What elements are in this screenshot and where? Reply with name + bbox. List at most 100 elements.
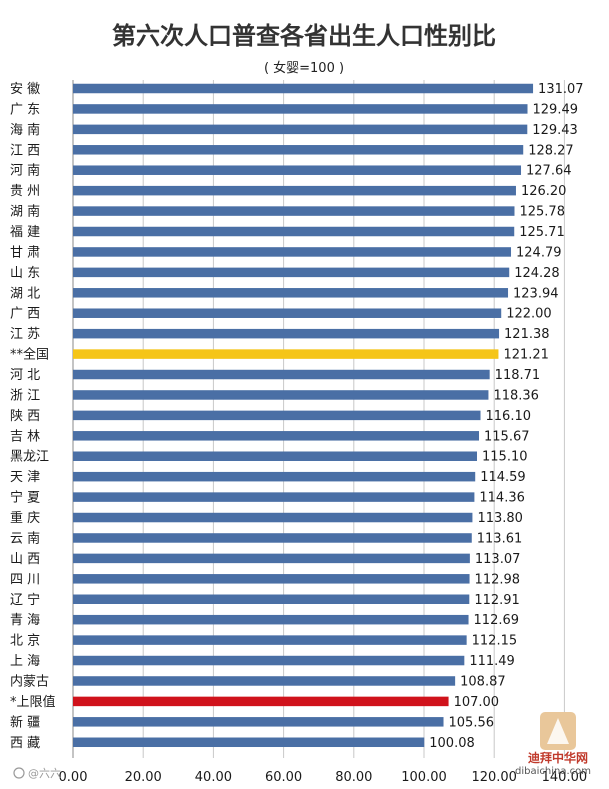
category-label: 上 海 <box>10 654 40 669</box>
logo-sail-icon <box>547 718 569 744</box>
bar <box>73 83 534 94</box>
bar <box>73 676 456 686</box>
value-label: 115.67 <box>484 429 530 444</box>
category-label: *上限值 <box>10 694 56 710</box>
category-label: 陕 西 <box>10 409 40 424</box>
category-label: 山 东 <box>10 266 40 281</box>
category-label: 新 疆 <box>10 714 40 730</box>
bar <box>73 737 425 748</box>
category-label: 安 徽 <box>10 82 40 97</box>
value-label: 100.08 <box>429 736 475 751</box>
category-label: 湖 南 <box>10 204 40 220</box>
value-label: 111.49 <box>469 654 515 669</box>
x-tick-label: 40.00 <box>195 770 232 785</box>
category-label: 广 西 <box>10 307 40 322</box>
x-tick-label: 80.00 <box>335 770 372 785</box>
category-label: 广 东 <box>10 102 40 117</box>
category-label: 海 南 <box>10 122 40 138</box>
category-label: 四 川 <box>10 572 40 587</box>
category-label: 内蒙古 <box>10 673 49 689</box>
value-label: 112.15 <box>472 634 517 649</box>
value-label: 112.69 <box>474 613 519 628</box>
logo-cn-text: 迪拜中华网 <box>528 750 588 765</box>
bar <box>73 635 467 645</box>
value-label: 126.20 <box>521 184 567 199</box>
category-label: 福 建 <box>10 225 40 240</box>
category-label: 北 京 <box>10 634 40 649</box>
bar <box>73 369 490 380</box>
category-label: 西 藏 <box>10 736 40 751</box>
bar <box>73 614 469 625</box>
value-label: 124.79 <box>516 245 562 260</box>
category-label: 江 苏 <box>10 326 40 342</box>
bar <box>73 226 515 237</box>
value-label: 125.78 <box>519 205 565 220</box>
weibo-watermark-text: @六六 <box>28 767 61 780</box>
category-label: 吉 林 <box>10 429 40 444</box>
bar <box>73 124 528 135</box>
bar <box>73 492 475 502</box>
category-label: 云 南 <box>10 530 40 546</box>
bar <box>73 308 502 318</box>
value-label: 121.38 <box>504 327 550 342</box>
bar <box>73 206 515 216</box>
bar <box>73 328 500 339</box>
chart-title: 第六次人口普查各省出生人口性别比 <box>112 22 496 50</box>
value-label: 118.71 <box>495 368 541 383</box>
x-tick-label: 140.00 <box>542 770 588 785</box>
value-label: 108.87 <box>460 674 506 689</box>
category-label: 贵 州 <box>10 184 40 199</box>
bar <box>73 288 509 298</box>
value-label: 107.00 <box>454 695 500 710</box>
bar <box>73 553 470 564</box>
category-label: 湖 北 <box>10 286 40 301</box>
value-label: 131.07 <box>538 82 584 97</box>
x-tick-label: 120.00 <box>471 770 517 785</box>
x-tick-label: 60.00 <box>265 770 302 785</box>
bar <box>73 390 489 400</box>
value-label: 113.07 <box>475 552 521 567</box>
chart-subtitle: ( 女婴=100 ) <box>264 60 344 76</box>
category-label: 甘 肃 <box>10 245 40 260</box>
bar <box>73 471 476 482</box>
value-label: 113.61 <box>477 531 523 546</box>
site-logo: 迪拜中华网 dibaichina.com <box>515 712 591 777</box>
category-label: **全国 <box>10 347 49 363</box>
value-label: 129.43 <box>532 123 578 138</box>
category-label: 天 津 <box>10 470 40 485</box>
logo-url-text: dibaichina.com <box>515 766 591 777</box>
bar <box>73 104 528 114</box>
bar <box>73 574 470 584</box>
x-axis-ticks: 0.00 20.00 40.00 60.00 80.00 100.00 120.00 140.… <box>59 770 588 785</box>
bar <box>73 410 481 421</box>
bar <box>73 655 465 666</box>
bar <box>73 165 522 175</box>
weibo-icon <box>13 767 25 779</box>
value-label: 112.98 <box>475 572 521 587</box>
bar <box>73 717 444 727</box>
category-label: 河 北 <box>10 368 40 383</box>
x-tick-label: 20.00 <box>125 770 162 785</box>
bar <box>73 451 478 461</box>
value-label: 124.28 <box>514 266 560 281</box>
value-label: 118.36 <box>493 388 539 403</box>
bar <box>73 349 499 359</box>
bar <box>73 185 516 196</box>
category-label: 黑龙江 <box>10 450 49 465</box>
value-label: 114.36 <box>479 491 524 506</box>
value-label: 105.56 <box>449 715 495 730</box>
value-label: 121.21 <box>503 348 549 363</box>
category-label: 辽 宁 <box>10 592 40 608</box>
x-tick-label: 100.00 <box>401 770 447 785</box>
category-label: 河 南 <box>10 163 40 179</box>
bar <box>73 267 510 278</box>
value-label: 123.94 <box>513 286 559 301</box>
bar <box>73 533 472 543</box>
category-label: 青 海 <box>10 613 40 628</box>
value-label: 129.49 <box>533 102 579 117</box>
value-label: 115.10 <box>482 450 527 465</box>
bar <box>73 145 524 155</box>
bar <box>73 696 449 707</box>
value-label: 113.80 <box>477 511 523 526</box>
value-label: 127.64 <box>526 164 572 179</box>
